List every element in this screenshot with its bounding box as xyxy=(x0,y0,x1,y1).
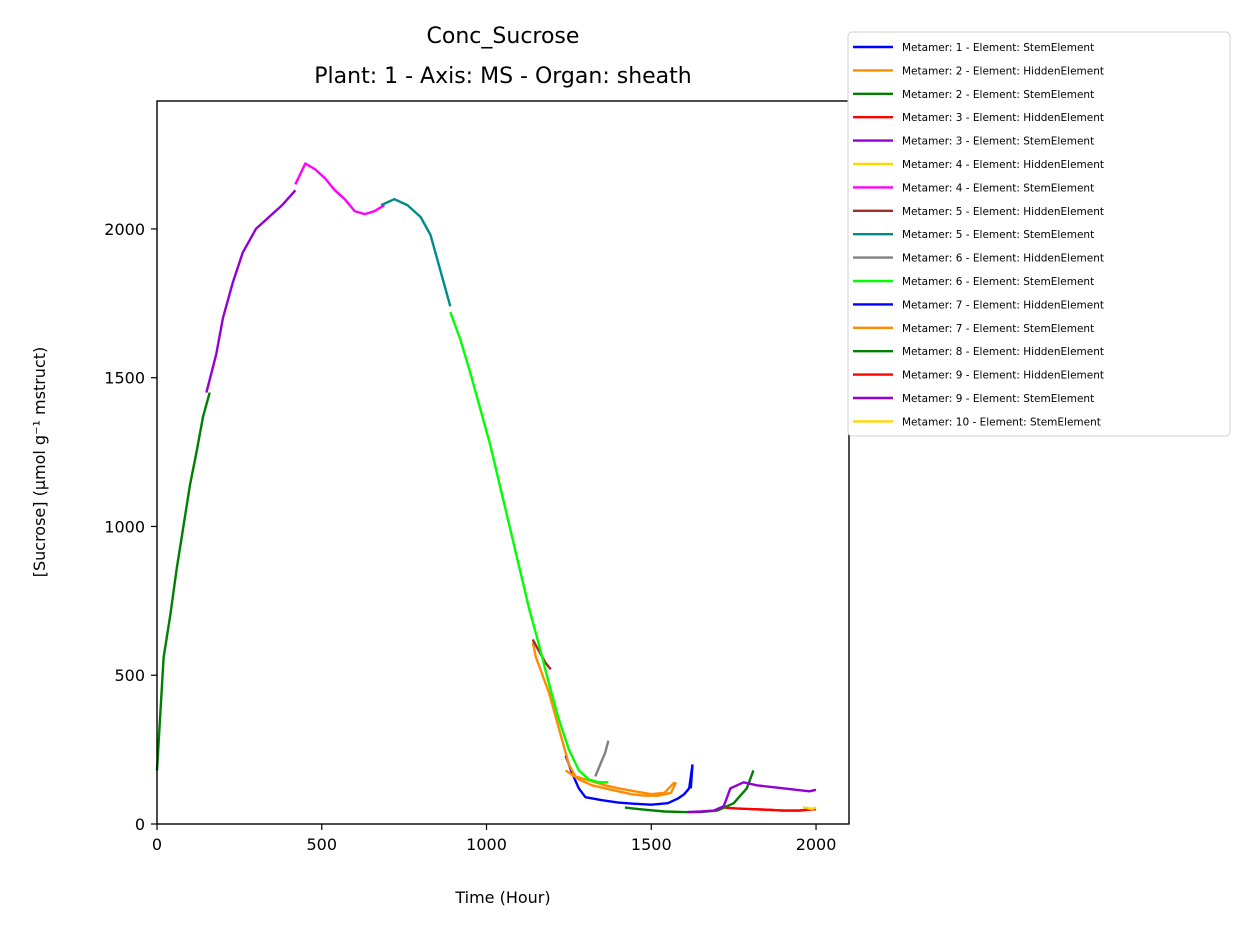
y-tick-label-4: 2000 xyxy=(104,220,145,239)
series-line-10 xyxy=(594,740,610,777)
series-line-5 xyxy=(205,189,297,393)
y-tick-label-2: 1000 xyxy=(104,517,145,536)
y-tick-label-3: 1500 xyxy=(104,369,145,388)
series-line-2 xyxy=(531,642,676,796)
legend-label-4: Metamer: 3 - Element: HiddenElement xyxy=(902,112,1104,124)
y-axis-label: [Sucrose] (µmol g⁻¹ mstruct) xyxy=(30,347,49,578)
x-tick-label-3: 1500 xyxy=(631,835,672,854)
series-line-3 xyxy=(155,392,211,771)
series-line-14 xyxy=(624,769,755,814)
legend-label-7: Metamer: 4 - Element: StemElement xyxy=(902,182,1094,194)
x-tick-label-2: 1000 xyxy=(466,835,507,854)
legend-label-9: Metamer: 5 - Element: StemElement xyxy=(902,229,1094,241)
chart-title: Conc_Sucrose xyxy=(427,24,580,49)
legend-label-12: Metamer: 7 - Element: HiddenElement xyxy=(902,299,1104,311)
legend-label-13: Metamer: 7 - Element: StemElement xyxy=(902,323,1094,335)
legend-label-17: Metamer: 10 - Element: StemElement xyxy=(902,416,1101,428)
x-tick-label-4: 2000 xyxy=(796,835,837,854)
legend-label-6: Metamer: 4 - Element: HiddenElement xyxy=(902,159,1104,171)
legend-label-10: Metamer: 6 - Element: HiddenElement xyxy=(902,253,1104,265)
series-line-16 xyxy=(687,781,817,814)
legend-label-2: Metamer: 2 - Element: HiddenElement xyxy=(902,65,1104,77)
series-line-7 xyxy=(294,162,386,216)
x-axis-label: Time (Hour) xyxy=(454,888,550,907)
series-line-17 xyxy=(805,806,817,811)
legend-label-11: Metamer: 6 - Element: StemElement xyxy=(902,276,1094,288)
legend: Metamer: 1 - Element: StemElement Metamer… xyxy=(847,31,1231,437)
series-line-9 xyxy=(380,197,452,307)
x-tick-label-0: 0 xyxy=(152,835,162,854)
series-line-1 xyxy=(564,755,694,806)
y-tick-label-1: 500 xyxy=(114,666,145,685)
legend-label-14: Metamer: 8 - Element: HiddenElement xyxy=(902,346,1104,358)
x-axis: 0 500 1000 1500 2000 xyxy=(152,824,837,854)
series-group xyxy=(155,162,817,814)
y-axis: 0 500 1000 1500 2000 xyxy=(104,220,157,834)
x-tick-label-1: 500 xyxy=(306,835,337,854)
legend-label-16: Metamer: 9 - Element: StemElement xyxy=(902,393,1094,405)
plot-frame xyxy=(156,100,850,825)
series-line-11 xyxy=(449,311,609,784)
legend-label-3: Metamer: 2 - Element: StemElement xyxy=(902,89,1094,101)
series-line-15 xyxy=(750,807,817,812)
chart-subtitle: Plant: 1 - Axis: MS - Organ: sheath xyxy=(314,64,691,89)
plot-area xyxy=(155,100,850,825)
legend-label-5: Metamer: 3 - Element: StemElement xyxy=(902,136,1094,148)
series-line-13 xyxy=(564,769,678,797)
legend-label-1: Metamer: 1 - Element: StemElement xyxy=(902,42,1094,54)
series-line-12 xyxy=(689,764,694,789)
y-tick-label-0: 0 xyxy=(135,815,145,834)
legend-label-8: Metamer: 5 - Element: HiddenElement xyxy=(902,206,1104,218)
legend-label-15: Metamer: 9 - Element: HiddenElement xyxy=(902,370,1104,382)
legend-items: Metamer: 1 - Element: StemElement Metamer… xyxy=(853,42,1104,428)
legend-frame xyxy=(847,31,1231,437)
